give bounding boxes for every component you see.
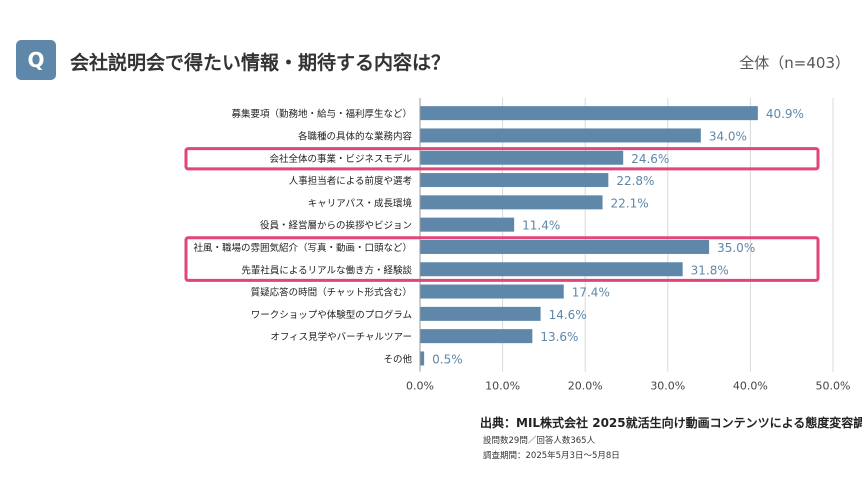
category-label: ワークショップや体験型のプログラム bbox=[251, 309, 412, 321]
page-title: 会社説明会で得たい情報・期待する内容は？ bbox=[70, 52, 451, 74]
value-label: 0.5% bbox=[432, 352, 463, 366]
bar bbox=[420, 106, 758, 121]
bar bbox=[420, 150, 624, 165]
category-label: 会社全体の事業・ビジネスモデル bbox=[269, 153, 412, 165]
question-badge: Q bbox=[16, 40, 56, 80]
bar bbox=[420, 284, 564, 299]
category-label: 先輩社員によるリアルな働き方・経験談 bbox=[241, 264, 412, 276]
source-title: 出典：MIL株式会社 2025就活生向け動画コンテンツによる態度変容調査 bbox=[480, 416, 862, 430]
x-tick-label: 40.0% bbox=[733, 380, 768, 393]
source-note-period: 調査期間：2025年5月3日〜5月8日 bbox=[483, 451, 620, 461]
value-label: 22.8% bbox=[616, 174, 654, 188]
category-label: 社風・職場の雰囲気紹介（写真・動画・口頭など） bbox=[193, 242, 412, 254]
category-label: オフィス見学やバーチャルツアー bbox=[270, 331, 412, 343]
bar bbox=[420, 262, 683, 277]
x-tick-label: 30.0% bbox=[650, 380, 685, 393]
value-label: 40.9% bbox=[766, 107, 804, 121]
category-label: 募集要項（勤務地・給与・福利厚生など） bbox=[231, 108, 412, 120]
value-label: 22.1% bbox=[611, 196, 649, 210]
value-label: 11.4% bbox=[522, 219, 560, 233]
x-tick-label: 0.0% bbox=[406, 380, 434, 393]
bar bbox=[420, 239, 710, 254]
category-label: キャリアパス・成長環境 bbox=[308, 197, 413, 209]
bar bbox=[420, 329, 533, 344]
highlight-box bbox=[184, 236, 820, 282]
category-label: 各職種の具体的な業務内容 bbox=[298, 130, 413, 142]
category-label: 質疑応答の時間（チャット形式含む） bbox=[251, 287, 412, 299]
bar bbox=[420, 173, 609, 188]
bar bbox=[420, 128, 701, 143]
x-tick-label: 20.0% bbox=[568, 380, 603, 393]
value-label: 14.6% bbox=[549, 308, 587, 322]
source-block: 出典：MIL株式会社 2025就活生向け動画コンテンツによる態度変容調査 設問数… bbox=[480, 414, 862, 461]
category-label: 人事担当者による前度や選考 bbox=[289, 175, 412, 187]
x-tick-label: 50.0% bbox=[816, 380, 851, 393]
value-label: 34.0% bbox=[709, 129, 747, 143]
bar bbox=[420, 306, 541, 321]
category-label: 役員・経営層からの挨拶やビジョン bbox=[260, 220, 412, 232]
bar bbox=[420, 195, 603, 210]
value-label: 24.6% bbox=[631, 152, 669, 166]
x-tick-label: 10.0% bbox=[485, 380, 520, 393]
sample-size-label: 全体（n=403） bbox=[739, 54, 850, 72]
highlight-box bbox=[184, 147, 820, 171]
bar bbox=[420, 351, 425, 366]
value-label: 17.4% bbox=[572, 286, 610, 300]
value-label: 31.8% bbox=[691, 263, 729, 277]
category-label: その他 bbox=[383, 353, 412, 365]
bar bbox=[420, 217, 515, 232]
value-label: 13.6% bbox=[540, 330, 578, 344]
source-note-questions: 設問数29問／回答人数365人 bbox=[483, 436, 596, 446]
value-label: 35.0% bbox=[717, 241, 755, 255]
